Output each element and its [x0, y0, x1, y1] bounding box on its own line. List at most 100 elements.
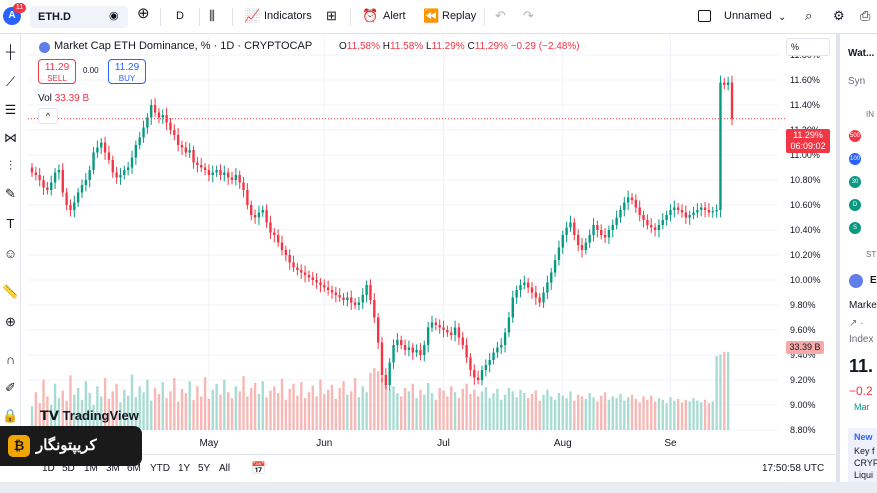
- lock-drawing-icon[interactable]: ✐: [5, 380, 16, 395]
- lock-icon[interactable]: 🔒: [2, 408, 19, 423]
- volume-bar: [30, 406, 34, 430]
- symbol-name: ETH.D: [38, 11, 71, 23]
- percent-scale-button[interactable]: %: [786, 38, 830, 56]
- replay-icon[interactable]: ⏪: [423, 8, 440, 23]
- chevron-down-icon[interactable]: ⌄: [778, 12, 787, 23]
- nasdaq-badge[interactable]: 100: [849, 153, 861, 165]
- date-range-icon[interactable]: 📅: [251, 461, 266, 475]
- os-taskbar: [0, 482, 877, 493]
- range-5d[interactable]: 5D: [62, 463, 75, 474]
- high-value: 11.58%: [389, 41, 424, 52]
- utc-clock[interactable]: 17:50:58 UTC: [762, 463, 825, 474]
- dow-badge[interactable]: 30: [849, 176, 861, 188]
- emoji-icon[interactable]: ☺: [3, 246, 18, 261]
- replay-button[interactable]: Replay: [442, 10, 477, 22]
- quick-search-icon[interactable]: ⌕: [805, 8, 813, 23]
- snapshot-icon[interactable]: ⎙: [860, 8, 871, 23]
- layout-name[interactable]: Unnamed: [724, 10, 772, 22]
- volume-bar: [138, 386, 141, 430]
- add-symbol-icon[interactable]: ⊕: [137, 5, 150, 22]
- candle-body: [376, 317, 380, 343]
- volume-bar: [92, 404, 95, 430]
- detail-link-icon[interactable]: ↗ ·: [849, 318, 864, 329]
- volume-bar: [384, 383, 388, 430]
- range-1m[interactable]: 1M: [84, 463, 98, 474]
- sp500-badge[interactable]: 500: [849, 130, 861, 142]
- range-5y[interactable]: 5Y: [198, 463, 211, 474]
- forecast-icon[interactable]: ⫶: [8, 158, 13, 173]
- volume-bar: [561, 395, 564, 430]
- volume-bar: [173, 377, 176, 430]
- range-ytd[interactable]: YTD: [150, 463, 170, 474]
- sell-button[interactable]: 11.29 SELL: [38, 59, 76, 84]
- range-all[interactable]: All: [219, 463, 231, 474]
- zoom-icon[interactable]: ⊕: [5, 314, 16, 329]
- fib-icon[interactable]: ☰: [4, 102, 17, 117]
- volume-bar: [146, 379, 149, 430]
- undo-icon[interactable]: ↶: [495, 8, 506, 23]
- range-1d[interactable]: 1D: [42, 463, 55, 474]
- volume-bar: [707, 403, 711, 430]
- candle-body: [288, 255, 291, 263]
- buy-price: 11.29: [114, 62, 140, 73]
- candle-body: [480, 370, 484, 380]
- volume-bar: [607, 399, 611, 430]
- dxy-badge[interactable]: D: [849, 199, 861, 211]
- buy-button[interactable]: 11.29 BUY: [108, 59, 146, 84]
- indicators-button[interactable]: Indicators: [264, 10, 312, 22]
- divider: [232, 8, 233, 26]
- gear-icon[interactable]: ⚙: [833, 8, 845, 23]
- eye-icon[interactable]: ◉: [109, 10, 119, 22]
- candle-body: [607, 230, 611, 238]
- candle-body: [450, 332, 453, 335]
- candles-icon[interactable]: ⫼: [209, 8, 215, 23]
- volume-bar: [69, 375, 72, 430]
- volume-bar: [519, 389, 522, 430]
- pattern-icon[interactable]: ⋈: [4, 130, 17, 145]
- layout-icon[interactable]: [698, 10, 711, 22]
- stock-badge[interactable]: S: [849, 222, 861, 234]
- volume-bar: [226, 392, 230, 430]
- section-label: ST: [866, 250, 877, 259]
- alert-clock-icon[interactable]: ⏰: [362, 8, 379, 23]
- chart-pane[interactable]: MayJunJulAugSe11.80%11.60%11.40%11.20%11…: [28, 34, 832, 454]
- brush-icon[interactable]: ✎: [5, 186, 16, 201]
- range-6m[interactable]: 6M: [127, 463, 141, 474]
- volume-bar: [600, 395, 603, 430]
- candle-body: [469, 357, 472, 370]
- ruler-icon[interactable]: 📏: [2, 284, 19, 299]
- volume-bar: [376, 371, 380, 430]
- buy-label: BUY: [118, 74, 136, 83]
- x-tick-label: Aug: [554, 438, 572, 449]
- trendline-icon[interactable]: ⟋: [5, 74, 16, 89]
- volume-bar: [592, 397, 595, 430]
- interval-button[interactable]: D: [176, 10, 184, 22]
- volume-bar: [488, 398, 491, 430]
- collapse-legend-button[interactable]: ^: [38, 108, 58, 124]
- y-tick-label: 9.80%: [790, 300, 816, 310]
- alert-button[interactable]: Alert: [383, 10, 406, 22]
- indicators-icon[interactable]: 📈: [244, 8, 261, 23]
- volume-bar: [588, 393, 591, 430]
- watchlist-column: Syn: [848, 76, 866, 87]
- crosshair-icon[interactable]: ┼: [5, 44, 16, 59]
- candle-body: [603, 235, 607, 238]
- volume-bar: [719, 354, 722, 430]
- symbol-search[interactable]: ETH.D ◉: [30, 6, 128, 28]
- magnet-icon[interactable]: ∩: [5, 352, 16, 367]
- redo-icon[interactable]: ↷: [523, 8, 534, 23]
- candle-body: [84, 180, 88, 185]
- candle-body: [353, 302, 357, 305]
- volume-bar: [438, 388, 441, 430]
- price-chart[interactable]: MayJunJulAugSe11.80%11.60%11.40%11.20%11…: [28, 34, 832, 454]
- text-icon[interactable]: T: [6, 216, 15, 231]
- range-1y[interactable]: 1Y: [178, 463, 191, 474]
- candle-body: [319, 282, 322, 285]
- volume-bar: [57, 398, 61, 430]
- volume-bar: [257, 393, 261, 430]
- volume-bar: [80, 399, 84, 430]
- watchlist-title[interactable]: Wat...: [848, 48, 875, 59]
- volume-bar: [380, 377, 384, 430]
- templates-icon[interactable]: ⊞: [326, 8, 337, 23]
- range-3m[interactable]: 3M: [106, 463, 120, 474]
